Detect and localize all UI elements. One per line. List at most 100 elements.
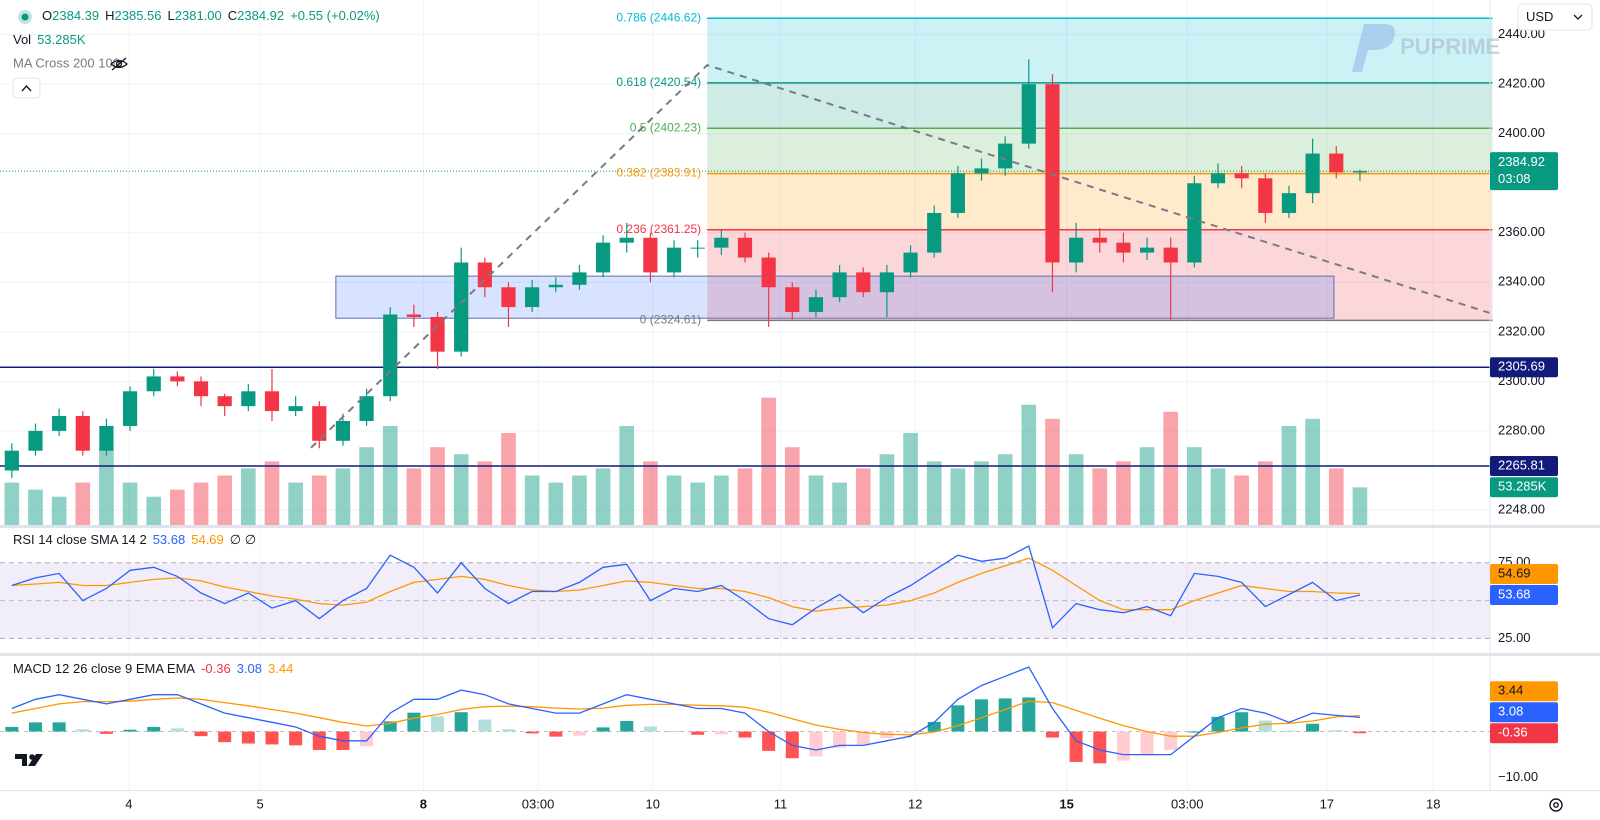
volume-bar — [1305, 418, 1320, 525]
histogram-bar — [1140, 731, 1154, 755]
series-price-label: 53.68 — [1498, 586, 1531, 601]
candle-body — [785, 287, 800, 313]
candle-body — [737, 237, 753, 258]
open-value: 2384.39 — [52, 8, 99, 23]
histogram-bar — [383, 721, 397, 732]
hidden-icon[interactable] — [110, 57, 128, 71]
histogram-bar — [1282, 730, 1296, 732]
histogram-bar — [312, 731, 326, 750]
candle-body — [808, 297, 824, 313]
histogram-bar — [1306, 723, 1320, 732]
candle-body — [454, 262, 469, 352]
y-tick-label: 2280.00 — [1498, 422, 1545, 437]
histogram-bar — [1116, 731, 1130, 761]
volume-bar — [146, 496, 162, 525]
hline-price-label-box — [1490, 357, 1558, 378]
candle-body — [241, 391, 256, 407]
x-tick-label: 10 — [646, 796, 660, 811]
series-price-label: 3.08 — [1498, 704, 1523, 719]
candle-body — [879, 272, 894, 293]
candle-body — [99, 425, 114, 451]
volume-bar — [4, 482, 20, 525]
currency-selector[interactable]: USD — [1517, 3, 1593, 31]
rsi-title: RSI 14 close SMA 14 2 — [13, 532, 147, 547]
fib-zone — [707, 82, 1493, 129]
candle-body — [1281, 193, 1297, 213]
volume-bar — [51, 496, 67, 525]
volume-bar — [1257, 461, 1273, 525]
histogram-bar — [572, 731, 586, 736]
histogram-bar — [762, 731, 776, 751]
y-tick-label: 25.00 — [1498, 630, 1531, 645]
series-price-label-box — [1490, 585, 1558, 606]
fib-label: 0.786 (2446.62) — [616, 10, 701, 24]
candle-body — [1116, 242, 1131, 253]
volume-bar — [501, 433, 516, 525]
macd-legend: MACD 12 26 close 9 EMA EMA -0.36 3.08 3.44 — [13, 661, 293, 676]
fib-label: 0.382 (2383.91) — [616, 166, 701, 180]
low-value: 2381.00 — [175, 8, 222, 23]
series-price-label-box — [1490, 564, 1558, 585]
histogram-bar — [170, 728, 184, 732]
histogram-bar — [454, 712, 468, 732]
series-value: 54.69 — [191, 532, 224, 547]
x-tick-label: 17 — [1320, 796, 1334, 811]
volume-bar — [335, 468, 351, 525]
histogram-price-label: -0.36 — [1498, 725, 1528, 740]
currency: USD — [1526, 9, 1553, 24]
indicator-legend[interactable]: MA Cross 200 100 — [13, 55, 120, 70]
volume-bar — [430, 447, 445, 525]
histogram-bar — [28, 722, 42, 732]
candle-body — [359, 396, 374, 421]
high-label: H — [105, 8, 114, 23]
volume-bar — [974, 461, 989, 525]
candle-body — [1187, 183, 1202, 263]
watermark-text: PUPRIME — [1400, 34, 1500, 59]
volume-bar — [572, 475, 587, 525]
histogram-value: -0.36 — [201, 661, 231, 676]
histogram-bar — [147, 726, 161, 732]
volume-bar — [666, 475, 682, 525]
y-tick-label: 2320.00 — [1498, 323, 1545, 338]
candle-body — [856, 272, 871, 293]
histogram-bar — [620, 720, 634, 732]
volume-bar — [1210, 468, 1226, 525]
candle-body — [383, 314, 398, 397]
volume-bar — [784, 447, 800, 525]
candle-body — [430, 316, 445, 352]
volume-bar — [1139, 447, 1155, 525]
candle-body — [596, 242, 611, 273]
y-tick-label: 2400.00 — [1498, 125, 1545, 140]
x-tick-label: 8 — [420, 796, 427, 811]
candle-body — [335, 420, 351, 441]
volume-bar — [193, 482, 209, 525]
histogram-bar — [1329, 730, 1343, 732]
histogram-bar — [407, 712, 421, 732]
x-tick-label: 15 — [1059, 796, 1073, 811]
volume-bar — [99, 447, 114, 525]
volume-bar — [406, 468, 422, 525]
fib-zone — [707, 173, 1493, 230]
legend: O2384.39 H2385.56 L2381.00 C2384.92 +0.55 (+… — [12, 8, 380, 99]
collapse-button[interactable] — [12, 77, 41, 99]
candle-body — [1163, 247, 1178, 263]
button-frame — [12, 77, 41, 99]
volume-bar — [264, 461, 280, 525]
histogram-bar — [1045, 731, 1059, 738]
x-tick-label: 03:00 — [1171, 796, 1204, 811]
histogram-bar — [525, 731, 539, 734]
y-tick-label: 2420.00 — [1498, 76, 1545, 91]
histogram-bar — [738, 731, 752, 738]
tv-logo[interactable] — [15, 754, 43, 766]
candle-body — [525, 287, 540, 308]
price-pane: 0.786 (2446.62) 0.618 (2420.54) 0.5 (2402.… — [0, 10, 1493, 478]
candle-body — [666, 247, 682, 273]
y-tick-label: −10.00 — [1498, 769, 1538, 784]
volume-bar — [595, 468, 611, 525]
volume-bar — [453, 454, 469, 525]
settings-button[interactable] — [1549, 798, 1563, 812]
candle-body — [1352, 171, 1368, 173]
y-tick-label: 2248.00 — [1498, 502, 1545, 517]
histogram-bar — [76, 729, 90, 732]
